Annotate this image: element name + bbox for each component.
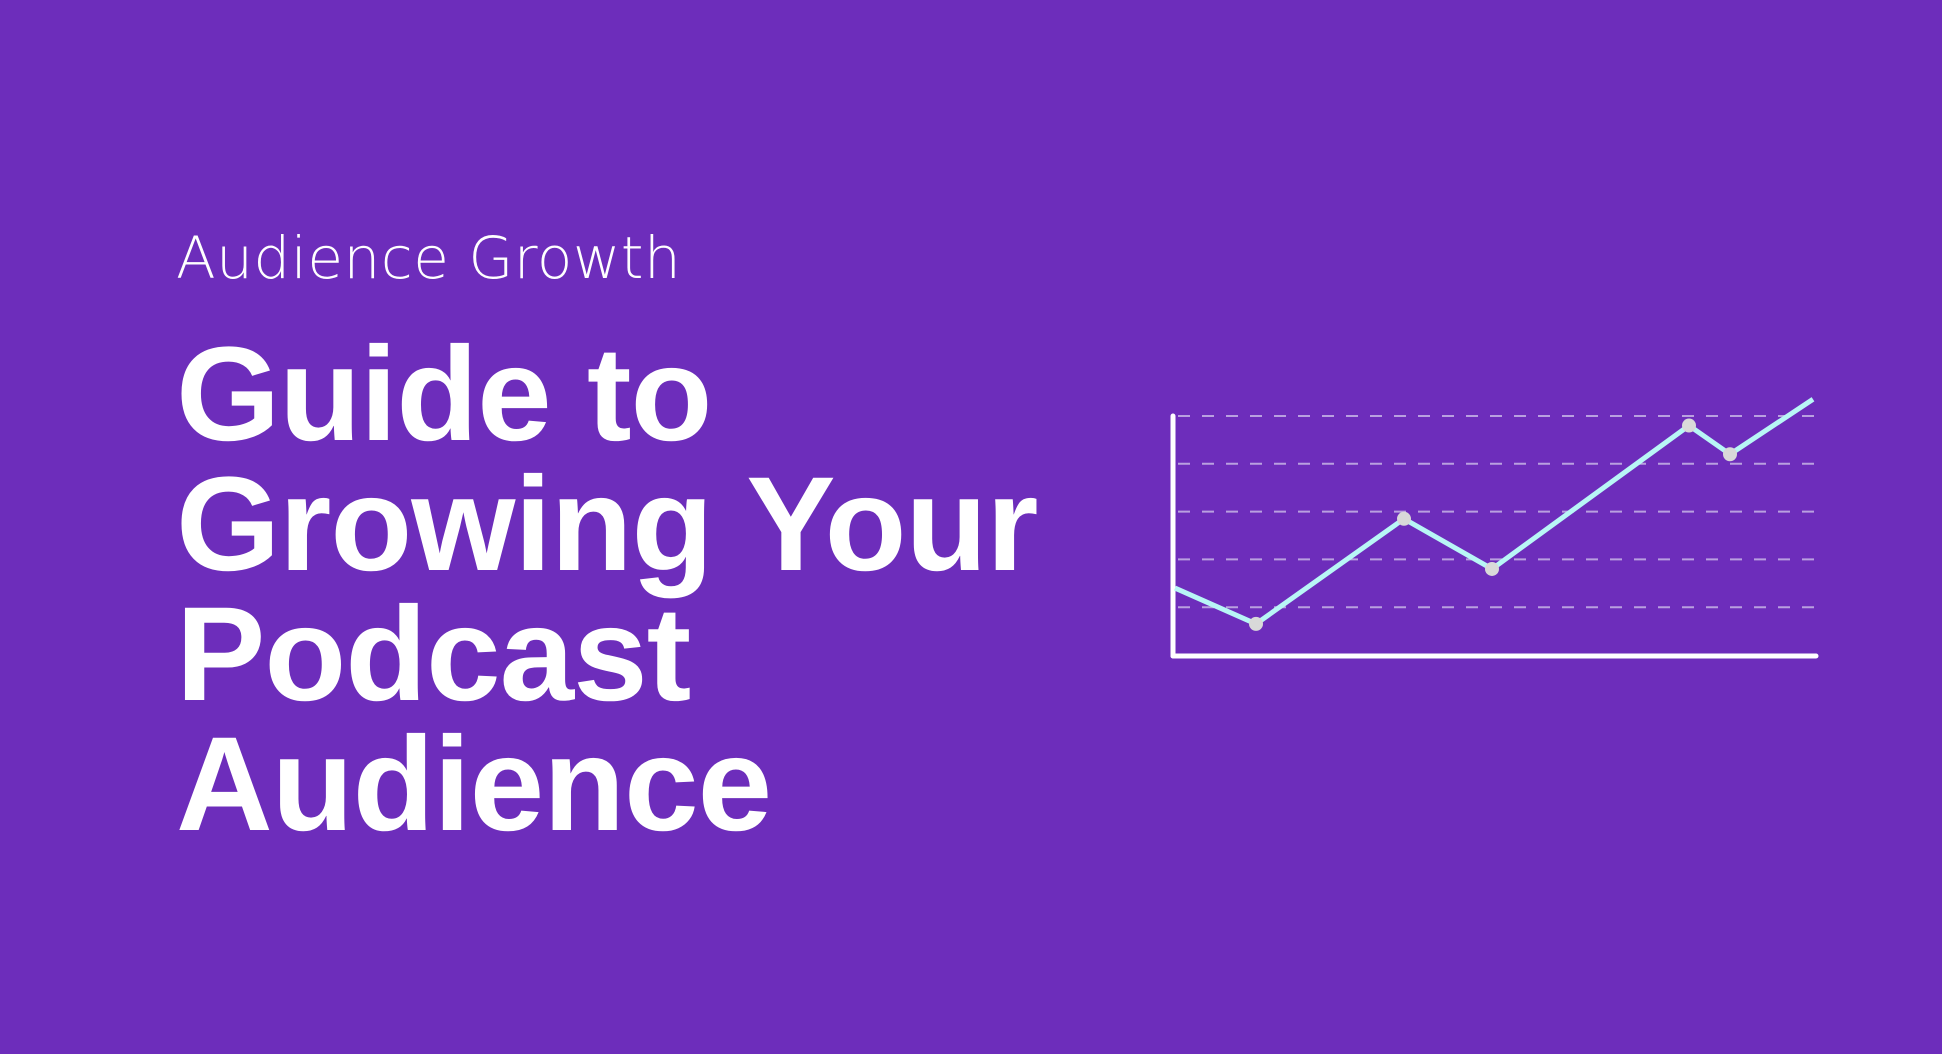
category-label: Audience Growth — [176, 224, 682, 292]
title-line-4: Audience — [176, 710, 772, 859]
data-point-markers — [1249, 418, 1737, 631]
data-point-marker — [1249, 616, 1263, 631]
title-line-3: Podcast — [176, 580, 691, 729]
data-point-marker — [1723, 447, 1737, 462]
chart-axes — [1170, 413, 1819, 659]
page-title: Guide to Growing Your Podcast Audience — [176, 320, 1038, 859]
title-line-2: Growing Your — [176, 450, 1038, 599]
data-point-marker — [1485, 561, 1499, 576]
data-point-marker — [1682, 418, 1696, 433]
chart-gridlines — [1178, 415, 1816, 609]
series-line — [1173, 397, 1815, 627]
title-line-1: Guide to — [176, 320, 712, 469]
data-point-marker — [1397, 511, 1411, 526]
